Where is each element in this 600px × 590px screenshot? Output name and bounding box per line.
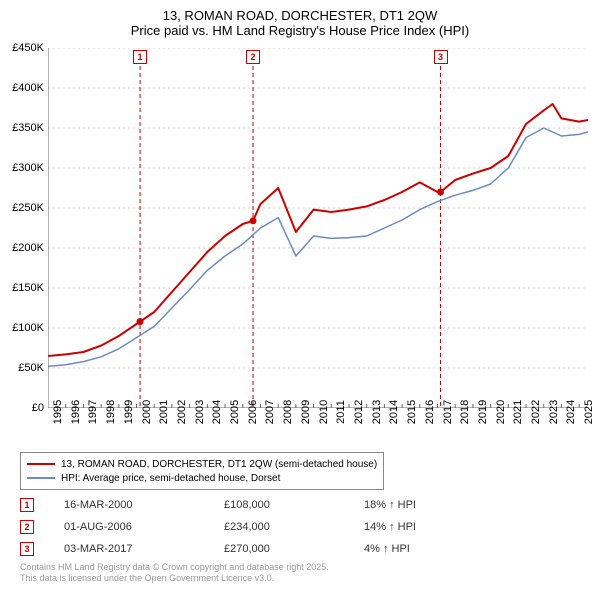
y-tick-label: £350K <box>0 122 44 134</box>
x-tick-label: 1999 <box>123 400 135 424</box>
x-tick-label: 2001 <box>158 400 170 424</box>
table-row: 1 16-MAR-2000 £108,000 18% ↑ HPI <box>20 494 580 516</box>
x-tick-label: 1996 <box>70 400 82 424</box>
x-tick-label: 2021 <box>512 400 524 424</box>
sale-vs-hpi: 14% ↑ HPI <box>364 521 484 533</box>
footer-line2: This data is licensed under the Open Gov… <box>20 573 329 584</box>
title-block: 13, ROMAN ROAD, DORCHESTER, DT1 2QW Pric… <box>0 0 600 42</box>
x-tick-label: 1997 <box>87 400 99 424</box>
x-tick-label: 2006 <box>247 400 259 424</box>
x-tick-label: 2009 <box>300 400 312 424</box>
x-tick-label: 2025 <box>583 400 595 424</box>
x-tick-label: 2018 <box>459 400 471 424</box>
marker-callout: 3 <box>434 50 448 64</box>
legend-swatch-price-paid <box>27 463 55 465</box>
x-tick-label: 2012 <box>353 400 365 424</box>
marker-badge-1: 1 <box>20 498 34 512</box>
x-tick-label: 2019 <box>477 400 489 424</box>
y-tick-label: £0 <box>0 402 44 414</box>
marker-badge-2: 2 <box>20 520 34 534</box>
legend-label-hpi: HPI: Average price, semi-detached house,… <box>61 473 280 484</box>
y-tick-label: £100K <box>0 322 44 334</box>
marker-callout: 1 <box>133 50 147 64</box>
x-tick-label: 2002 <box>176 400 188 424</box>
x-tick-label: 2005 <box>229 400 241 424</box>
x-tick-label: 1998 <box>105 400 117 424</box>
x-tick-label: 2007 <box>264 400 276 424</box>
x-tick-label: 2017 <box>442 400 454 424</box>
x-tick-label: 2024 <box>565 400 577 424</box>
sale-date: 16-MAR-2000 <box>64 499 224 511</box>
x-tick-label: 2013 <box>371 400 383 424</box>
x-tick-label: 2000 <box>141 400 153 424</box>
x-tick-label: 2020 <box>495 400 507 424</box>
x-tick-label: 2008 <box>282 400 294 424</box>
legend-item-hpi: HPI: Average price, semi-detached house,… <box>27 471 377 485</box>
legend-item-price-paid: 13, ROMAN ROAD, DORCHESTER, DT1 2QW (sem… <box>27 457 377 471</box>
y-tick-label: £50K <box>0 362 44 374</box>
marker-table: 1 16-MAR-2000 £108,000 18% ↑ HPI 2 01-AU… <box>20 494 580 560</box>
x-tick-label: 2014 <box>388 400 400 424</box>
x-tick-label: 2003 <box>194 400 206 424</box>
y-tick-label: £300K <box>0 162 44 174</box>
chart-svg <box>48 48 588 408</box>
x-tick-label: 2010 <box>318 400 330 424</box>
sale-price: £270,000 <box>224 543 364 555</box>
marker-callout: 2 <box>246 50 260 64</box>
title-subtitle: Price paid vs. HM Land Registry's House … <box>0 23 600 38</box>
sale-date: 01-AUG-2006 <box>64 521 224 533</box>
y-tick-label: £400K <box>0 82 44 94</box>
sale-vs-hpi: 18% ↑ HPI <box>364 499 484 511</box>
y-tick-label: £150K <box>0 282 44 294</box>
legend-label-price-paid: 13, ROMAN ROAD, DORCHESTER, DT1 2QW (sem… <box>61 459 377 470</box>
x-tick-label: 2011 <box>335 400 347 424</box>
x-tick-label: 2015 <box>406 400 418 424</box>
x-tick-label: 1995 <box>52 400 64 424</box>
sale-vs-hpi: 4% ↑ HPI <box>364 543 484 555</box>
y-tick-label: £200K <box>0 242 44 254</box>
footer-line1: Contains HM Land Registry data © Crown c… <box>20 562 329 573</box>
sale-price: £108,000 <box>224 499 364 511</box>
title-address: 13, ROMAN ROAD, DORCHESTER, DT1 2QW <box>0 8 600 23</box>
sale-price: £234,000 <box>224 521 364 533</box>
chart-plot-area <box>48 48 588 408</box>
x-tick-label: 2022 <box>530 400 542 424</box>
y-tick-label: £450K <box>0 42 44 54</box>
legend-swatch-hpi <box>27 477 55 479</box>
table-row: 2 01-AUG-2006 £234,000 14% ↑ HPI <box>20 516 580 538</box>
marker-badge-3: 3 <box>20 542 34 556</box>
legend: 13, ROMAN ROAD, DORCHESTER, DT1 2QW (sem… <box>20 452 384 490</box>
table-row: 3 03-MAR-2017 £270,000 4% ↑ HPI <box>20 538 580 560</box>
x-tick-label: 2023 <box>548 400 560 424</box>
footer-attribution: Contains HM Land Registry data © Crown c… <box>20 562 329 584</box>
y-tick-label: £250K <box>0 202 44 214</box>
x-tick-label: 2016 <box>424 400 436 424</box>
sale-date: 03-MAR-2017 <box>64 543 224 555</box>
x-tick-label: 2004 <box>211 400 223 424</box>
chart-container: 13, ROMAN ROAD, DORCHESTER, DT1 2QW Pric… <box>0 0 600 590</box>
